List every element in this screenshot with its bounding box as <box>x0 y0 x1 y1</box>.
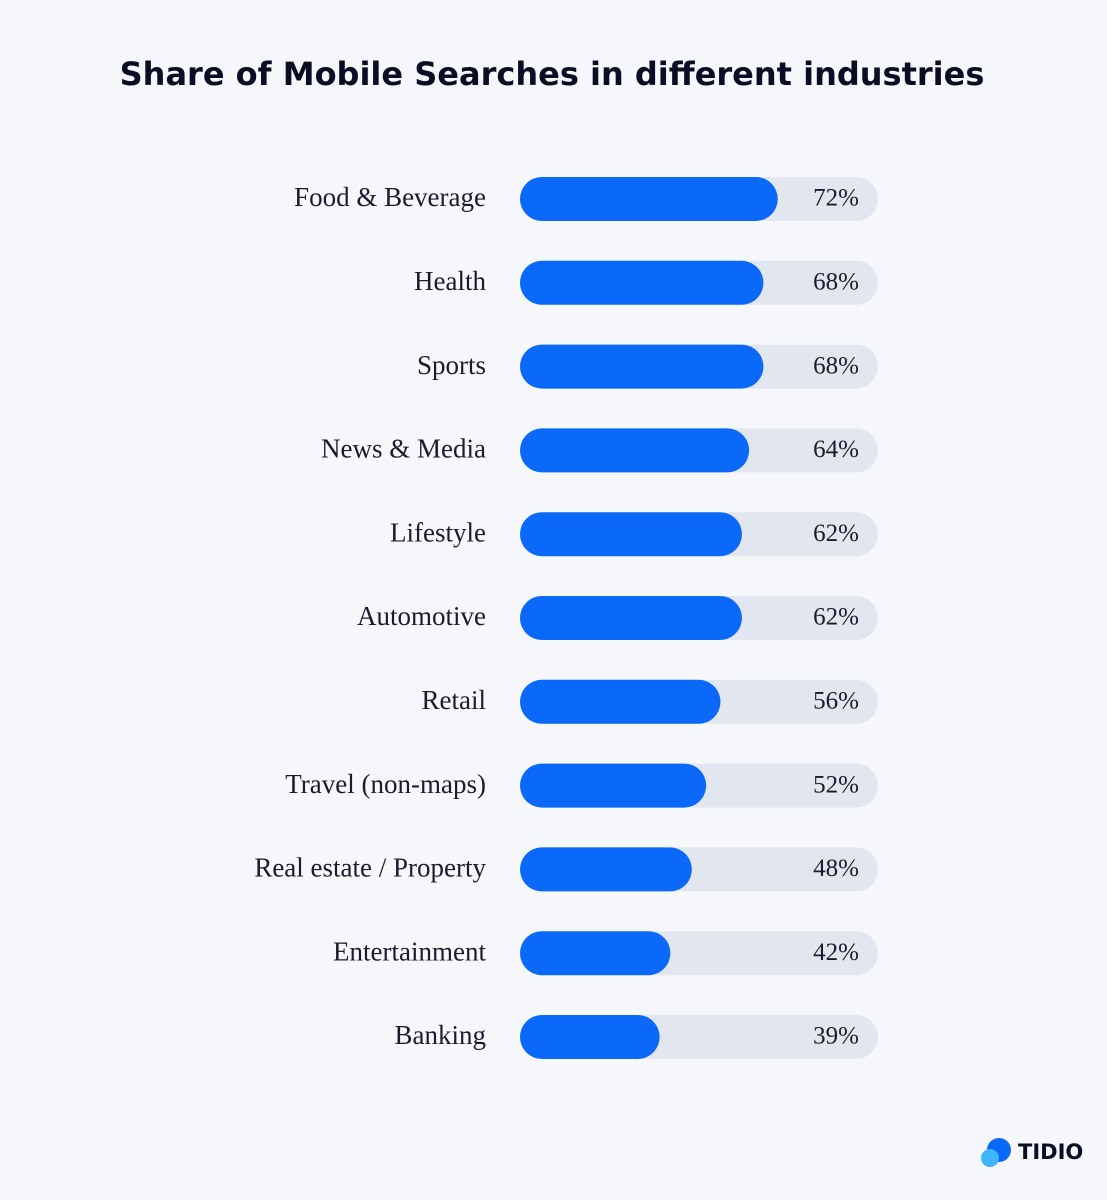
bar <box>520 428 750 473</box>
value-label: 68% <box>813 269 859 296</box>
bar <box>520 260 764 305</box>
value-label: 62% <box>813 520 859 547</box>
category-label: Lifestyle <box>390 517 486 547</box>
value-label: 42% <box>813 939 859 966</box>
category-label: Health <box>414 266 486 296</box>
category-label: Real estate / Property <box>254 853 486 883</box>
category-label: Entertainment <box>333 936 486 966</box>
value-label: 39% <box>813 1023 859 1050</box>
category-label: Automotive <box>357 601 486 631</box>
category-label: Travel (non-maps) <box>285 769 486 799</box>
bar <box>520 679 721 724</box>
chart-title: Share of Mobile Searches in different in… <box>120 55 985 93</box>
category-label: Banking <box>395 1020 487 1050</box>
bar <box>520 931 671 976</box>
value-label: 52% <box>813 771 859 798</box>
value-label: 64% <box>813 436 859 463</box>
category-label: Food & Beverage <box>294 182 486 212</box>
category-label: News & Media <box>321 434 486 464</box>
logo-text: TIDIO <box>1018 1140 1083 1164</box>
bar <box>520 344 764 389</box>
bar <box>520 596 742 640</box>
category-label: Retail <box>422 685 486 715</box>
bar <box>520 763 707 808</box>
bar <box>520 177 778 221</box>
bar <box>520 1015 660 1059</box>
value-label: 56% <box>813 688 859 715</box>
value-label: 68% <box>813 352 859 379</box>
bar <box>520 847 692 892</box>
value-label: 62% <box>813 604 859 631</box>
value-label: 48% <box>813 855 859 882</box>
bar <box>520 512 742 557</box>
category-label: Sports <box>417 350 486 380</box>
value-label: 72% <box>813 185 859 212</box>
logo-icon <box>981 1138 1011 1167</box>
